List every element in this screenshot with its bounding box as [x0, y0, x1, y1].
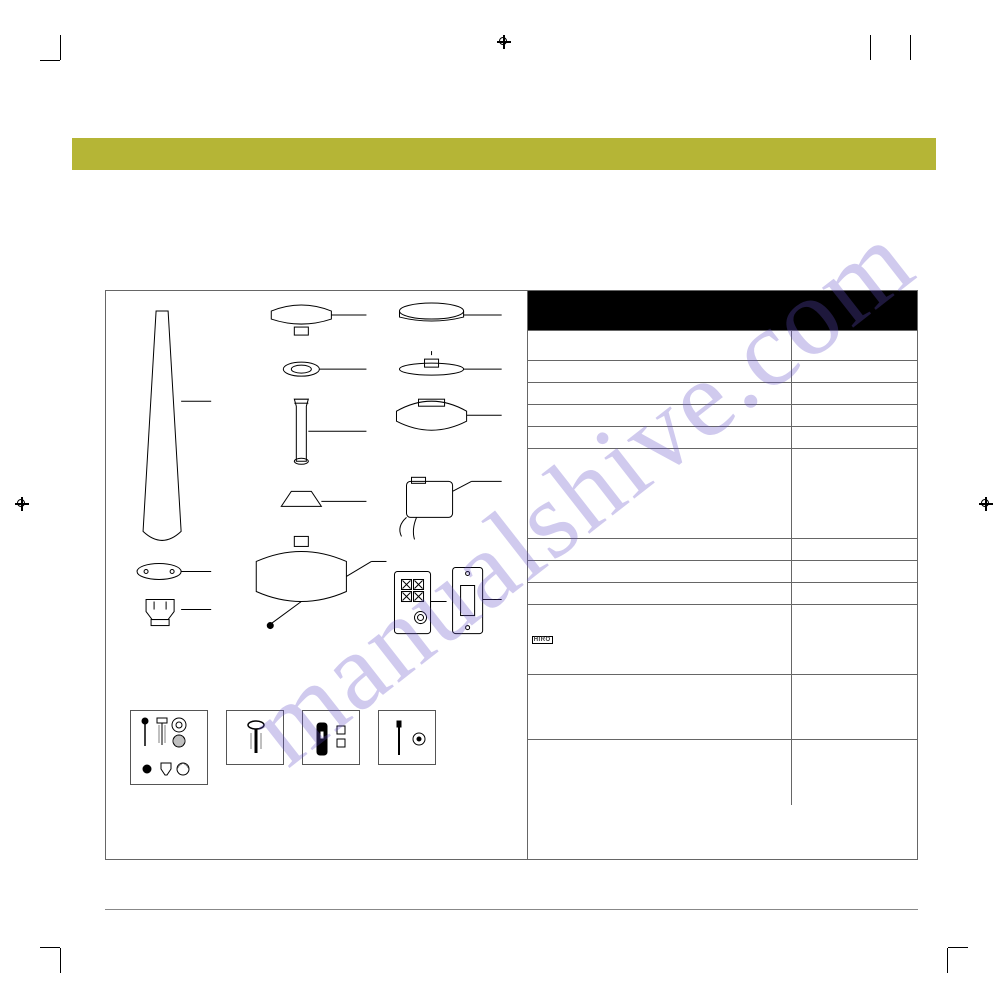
hardware-box-1: [130, 710, 208, 785]
content-box: HIRO: [105, 290, 918, 860]
table-row: [528, 539, 917, 561]
hiro-logo: HIRO: [532, 636, 553, 644]
table-row: HIRO: [528, 605, 917, 675]
hardware-box-2: [226, 710, 284, 765]
parts-table-panel: HIRO: [528, 291, 917, 859]
table-row: [528, 427, 917, 449]
hardware-box-3: [302, 710, 360, 765]
crop-mark: [60, 35, 61, 60]
header-banner: [72, 138, 936, 170]
table-row: [528, 449, 917, 539]
table-row: [528, 561, 917, 583]
table-row: [528, 383, 917, 405]
table-row: [528, 331, 917, 361]
crop-mark: [910, 35, 911, 60]
registration-mark: [15, 497, 29, 511]
table-row: [528, 740, 917, 805]
hardware-boxes: [130, 710, 436, 785]
crop-mark: [947, 948, 948, 973]
crop-mark: [870, 35, 871, 60]
parts-diagram-panel: [106, 291, 528, 859]
registration-mark: [497, 35, 511, 49]
crop-mark: [948, 947, 968, 948]
table-row: [528, 675, 917, 740]
crop-mark: [40, 947, 60, 948]
crop-mark: [40, 60, 60, 61]
table-row: [528, 405, 917, 427]
footer-rule: [105, 909, 918, 910]
crop-mark: [60, 948, 61, 973]
table-header: [528, 291, 917, 331]
hardware-box-4: [378, 710, 436, 765]
registration-mark: [979, 497, 993, 511]
table-row: [528, 361, 917, 383]
table-row: [528, 583, 917, 605]
page-content: HIRO: [80, 80, 928, 928]
